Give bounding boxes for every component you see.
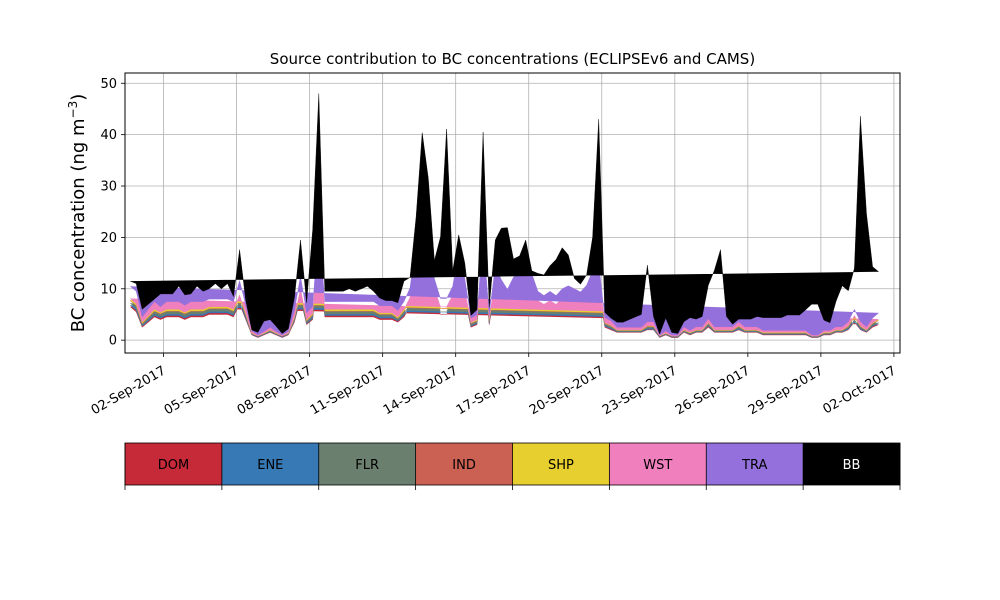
x-tick-label: 14-Sep-2017 (381, 363, 461, 418)
legend-label-shp: SHP (548, 458, 574, 473)
legend-swatch-wst (609, 443, 707, 485)
y-axis-label: BC concentration (ng m−3) (66, 94, 89, 333)
legend-label-wst: WST (643, 458, 672, 473)
legend-swatch-shp (512, 443, 610, 485)
x-tick-label: 26-Sep-2017 (673, 363, 753, 418)
legend: DOM ENE FLR IND SHP WST TRA BB (124, 442, 901, 490)
legend-swatch-bb (803, 443, 900, 485)
x-tick-label: 02-Oct-2017 (821, 363, 899, 417)
y-tick-label: 30 (100, 180, 117, 195)
legend-frame (124, 442, 901, 486)
chart-title: Source contribution to BC concentrations… (270, 50, 755, 68)
x-tick-label: 11-Sep-2017 (308, 363, 388, 418)
area-series-bb (130, 93, 879, 335)
y-tick-label: 0 (109, 334, 117, 349)
x-tick-label: 20-Sep-2017 (527, 363, 607, 418)
y-tick-label: 20 (100, 231, 117, 246)
y-tick-label: 40 (100, 128, 117, 143)
stacked-areas (129, 93, 879, 338)
legend-swatch-ene (221, 443, 319, 485)
x-tick-label: 05-Sep-2017 (162, 363, 242, 418)
x-tick-label: 17-Sep-2017 (454, 363, 534, 418)
legend-swatch-tra (706, 443, 804, 485)
legend-label-flr: FLR (355, 458, 379, 473)
legend-swatch-ind (415, 443, 513, 485)
x-tick-label: 29-Sep-2017 (746, 363, 826, 418)
legend-label-ind: IND (452, 458, 476, 473)
plot-frame (124, 72, 901, 354)
y-tick-label: 10 (100, 282, 117, 297)
legend-label-dom: DOM (158, 458, 189, 473)
x-axis: 02-Sep-201705-Sep-201708-Sep-201711-Sep-… (89, 353, 899, 418)
legend-label-bb: BB (843, 458, 861, 473)
x-tick-label: 08-Sep-2017 (235, 363, 315, 418)
x-tick-label: 23-Sep-2017 (600, 363, 680, 418)
y-axis: 0 10 20 30 40 50 (100, 77, 125, 349)
legend-label-tra: TRA (741, 458, 767, 473)
x-tick-label: 02-Sep-2017 (89, 363, 169, 418)
legend-swatch-dom (125, 443, 222, 485)
legend-swatch-flr (318, 443, 416, 485)
legend-label-ene: ENE (257, 458, 283, 473)
y-tick-label: 50 (100, 77, 117, 92)
